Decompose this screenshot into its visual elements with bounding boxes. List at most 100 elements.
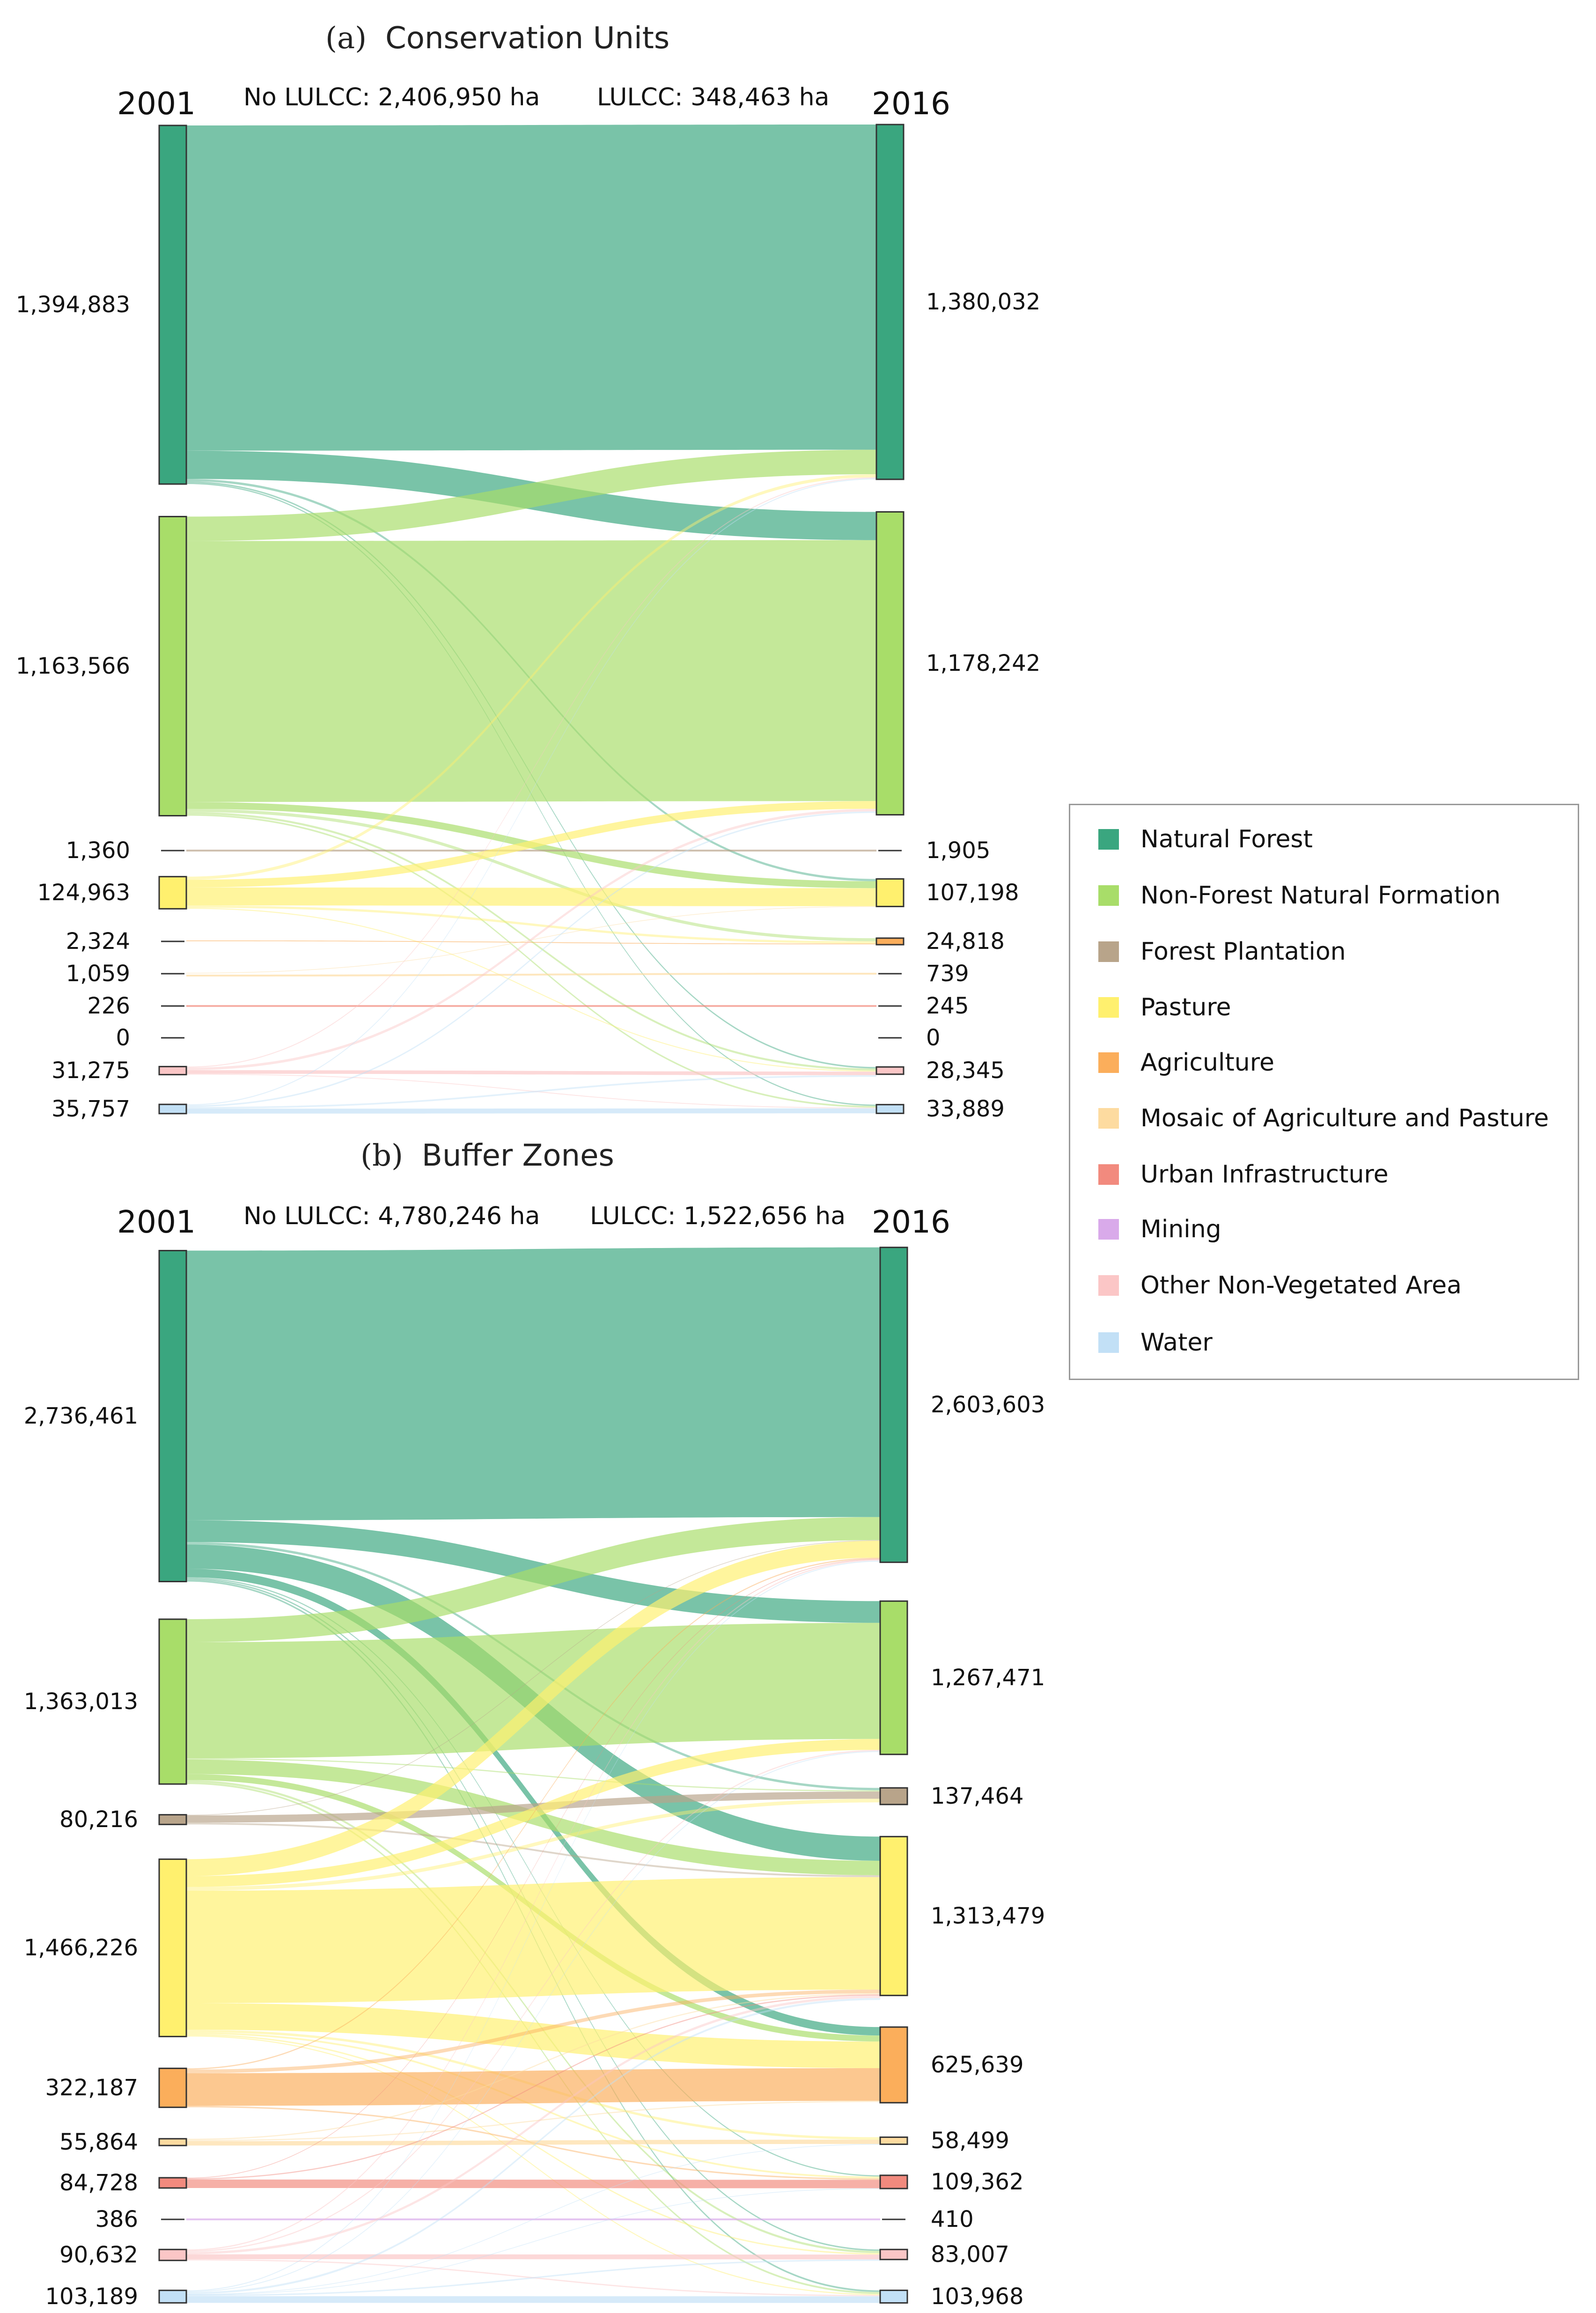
year-2016-a: 2016 (872, 86, 950, 122)
flow-b-4-to-3 (186, 1990, 880, 2073)
flow-b-6-to-6 (186, 2179, 880, 2188)
node-a-2016-3 (875, 878, 905, 907)
flow-a-9-to-0 (186, 478, 876, 1106)
flow-a-8-to-0 (186, 477, 876, 1068)
value-label-b-2016-2: 137,464 (931, 1783, 1024, 1809)
flow-b-4-to-0 (186, 1557, 880, 2070)
legend-label-urban: Urban Infrastructure (1140, 1160, 1389, 1189)
flow-b-3-to-1 (186, 1739, 880, 1887)
flow-a-3-to-1 (186, 801, 876, 888)
flow-b-2-to-0 (186, 1540, 880, 1816)
flow-b-9-to-6 (186, 2188, 880, 2295)
flow-b-3-to-2 (186, 1799, 880, 1891)
value-label-b-2016-3: 1,313,479 (931, 1903, 1045, 1929)
legend-item-agriculture: Agriculture (1098, 1049, 1274, 1077)
value-label-a-2016-6: 245 (926, 993, 969, 1019)
year-2016-b: 2016 (872, 1204, 950, 1240)
legend-item-forest-plantation: Forest Plantation (1098, 938, 1346, 966)
flow-b-1-to-0 (186, 1517, 880, 1643)
value-label-a-2016-1: 1,178,242 (926, 650, 1041, 676)
value-label-b-2016-1: 1,267,471 (931, 1665, 1045, 1691)
flow-a-1-to-1 (186, 540, 876, 802)
year-2001-a: 2001 (117, 86, 196, 122)
flows-a (186, 125, 876, 1114)
flow-b-9-to-1 (186, 1751, 880, 2292)
value-label-b-2016-0: 2,603,603 (931, 1392, 1045, 1418)
node-b-2001-3 (158, 1858, 187, 2037)
value-label-a-2001-4: 2,324 (66, 928, 130, 955)
node-a-2001-9 (158, 1103, 187, 1115)
flow-a-1-to-9 (186, 814, 876, 1108)
flow-b-7-to-7 (186, 2218, 880, 2220)
value-label-b-2001-5: 55,864 (59, 2129, 138, 2155)
value-label-a-2016-9: 33,889 (926, 1096, 1005, 1122)
node-b-2001-8 (158, 2248, 187, 2262)
flow-a-3-to-4 (186, 905, 876, 944)
legend-label-natural-forest: Natural Forest (1140, 825, 1313, 853)
value-label-b-2001-4: 322,187 (45, 2075, 139, 2101)
node-b-2016-2 (879, 1787, 908, 1806)
value-label-a-2016-5: 739 (926, 961, 969, 987)
flow-b-9-to-8 (186, 2259, 880, 2297)
flow-a-9-to-8 (186, 1075, 876, 1109)
flow-a-9-to-9 (186, 1108, 876, 1114)
value-label-b-2001-9: 103,189 (45, 2284, 139, 2310)
value-label-b-2001-7: 386 (95, 2206, 138, 2232)
legend-item-other-nonveg: Other Non-Vegetated Area (1098, 1271, 1462, 1300)
legend-swatch-water (1098, 1332, 1119, 1353)
legend-swatch-other-nonveg (1098, 1275, 1119, 1296)
flow-b-9-to-0 (186, 1560, 880, 2291)
node-a-2016-1 (875, 511, 905, 816)
node-b-2016-3 (879, 1836, 908, 1997)
flow-a-2-to-2 (186, 850, 876, 852)
flow-b-8-to-9 (186, 2259, 880, 2297)
flow-b-4-to-4 (186, 2068, 880, 2106)
flows-b (186, 1247, 880, 2303)
value-label-a-2016-2: 1,905 (926, 837, 991, 864)
flow-a-3-to-0 (186, 474, 876, 880)
value-label-b-2016-7: 410 (931, 2206, 974, 2232)
flow-a-8-to-1 (186, 808, 876, 1071)
value-label-b-2001-1: 1,363,013 (23, 1689, 138, 1715)
legend-label-agriculture: Agriculture (1140, 1049, 1274, 1077)
node-a-2016-0 (875, 124, 905, 480)
node-a-2001-8 (158, 1065, 187, 1076)
flow-b-1-to-2 (186, 1758, 880, 1792)
legend: Natural Forest Non-Forest Natural Format… (1069, 804, 1579, 1380)
node-a-2016-4 (875, 937, 905, 946)
nodes-b (158, 1247, 908, 2304)
flow-b-5-to-5 (186, 2139, 880, 2146)
flow-a-4-to-4 (186, 940, 876, 945)
node-a-2001-3 (158, 876, 187, 910)
panel-letter-a: (a) (325, 21, 367, 56)
flow-b-5-to-3 (186, 1993, 880, 2140)
flow-a-6-to-6 (186, 1005, 876, 1007)
value-label-b-2001-3: 1,466,226 (23, 1935, 138, 1961)
flow-b-5-to-4 (186, 2100, 880, 2141)
flow-a-1-to-4 (186, 808, 876, 941)
value-label-a-2016-3: 107,198 (926, 880, 1019, 906)
value-label-a-2001-6: 226 (87, 993, 130, 1019)
node-b-2016-0 (879, 1247, 908, 1563)
legend-swatch-pasture (1098, 997, 1119, 1018)
node-a-2016-9 (875, 1104, 905, 1114)
flow-b-9-to-9 (186, 2296, 880, 2303)
legend-item-pasture: Pasture (1098, 993, 1231, 1021)
year-2001-b: 2001 (117, 1204, 196, 1240)
node-a-2001-1 (158, 515, 187, 817)
node-b-2016-4 (879, 2026, 908, 2104)
value-label-b-2001-2: 80,216 (59, 1806, 138, 1833)
legend-item-natural-forest: Natural Forest (1098, 825, 1313, 853)
panel-title-text-b: Buffer Zones (421, 1138, 614, 1173)
node-a-2016-8 (875, 1066, 905, 1075)
node-b-2016-8 (879, 2248, 908, 2261)
no-lulcc-total-b: No LULCC: 4,780,246 ha (243, 1202, 540, 1230)
flow-b-3-to-0 (186, 1541, 880, 1876)
legend-item-water: Water (1098, 1329, 1213, 1357)
flow-b-8-to-0 (186, 1559, 880, 2251)
flow-a-3-to-3 (186, 887, 876, 906)
flow-b-3-to-9 (186, 2035, 880, 2295)
node-b-2001-2 (158, 1814, 187, 1825)
legend-swatch-forest-plantation (1098, 941, 1119, 962)
